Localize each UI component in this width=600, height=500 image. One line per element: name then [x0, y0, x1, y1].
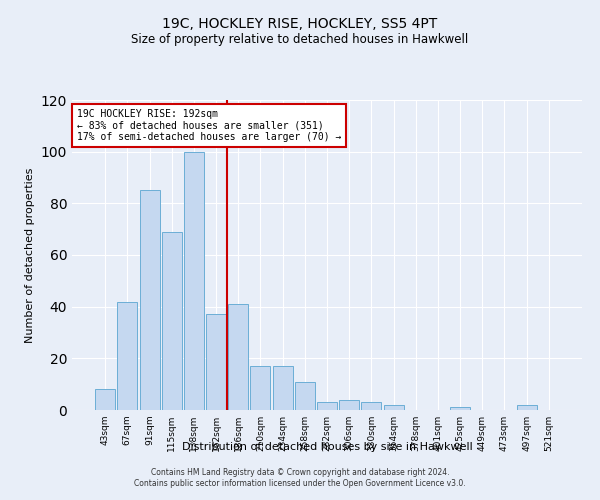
Bar	[339, 400, 359, 410]
Bar	[272, 366, 293, 410]
Bar	[118, 302, 137, 410]
Bar	[250, 366, 271, 410]
Y-axis label: Number of detached properties: Number of detached properties	[25, 168, 35, 342]
Bar	[517, 405, 536, 410]
Bar	[162, 232, 182, 410]
Text: Distribution of detached houses by size in Hawkwell: Distribution of detached houses by size …	[182, 442, 472, 452]
Bar	[361, 402, 382, 410]
Bar	[317, 402, 337, 410]
Bar	[95, 390, 115, 410]
Bar	[140, 190, 160, 410]
Text: Contains HM Land Registry data © Crown copyright and database right 2024.
Contai: Contains HM Land Registry data © Crown c…	[134, 468, 466, 487]
Bar	[383, 405, 404, 410]
Bar	[228, 304, 248, 410]
Bar	[450, 408, 470, 410]
Text: 19C, HOCKLEY RISE, HOCKLEY, SS5 4PT: 19C, HOCKLEY RISE, HOCKLEY, SS5 4PT	[163, 18, 437, 32]
Text: Size of property relative to detached houses in Hawkwell: Size of property relative to detached ho…	[131, 32, 469, 46]
Text: 19C HOCKLEY RISE: 192sqm
← 83% of detached houses are smaller (351)
17% of semi-: 19C HOCKLEY RISE: 192sqm ← 83% of detach…	[77, 110, 341, 142]
Bar	[295, 382, 315, 410]
Bar	[206, 314, 226, 410]
Bar	[184, 152, 204, 410]
